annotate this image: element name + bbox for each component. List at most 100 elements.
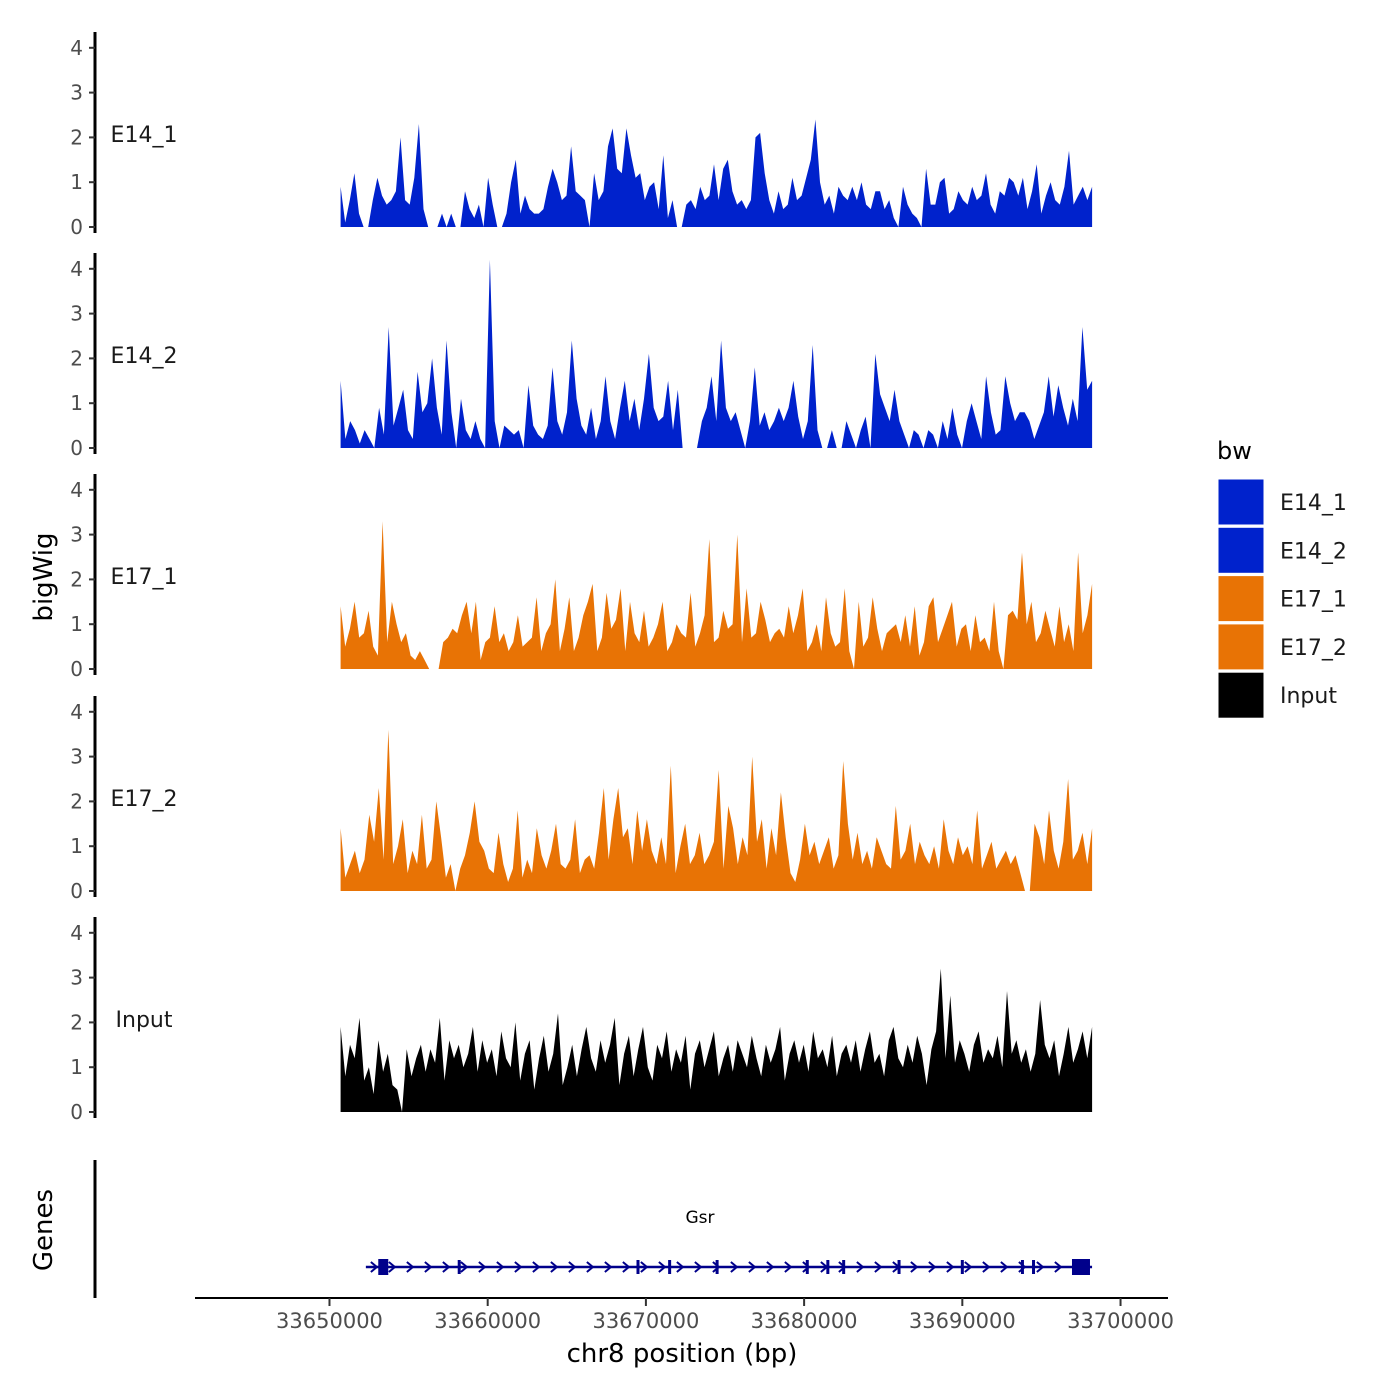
legend-swatch — [1217, 671, 1265, 719]
exon — [805, 1260, 809, 1274]
exon — [826, 1260, 830, 1274]
track-label: E17_1 — [111, 565, 178, 590]
y-tick-label: 0 — [70, 657, 83, 681]
y-tick-label: 3 — [70, 523, 83, 547]
genes-track-title: Genes — [29, 1189, 59, 1271]
strand-arrow — [640, 1261, 649, 1273]
legend-label: Input — [1280, 684, 1337, 709]
strand-arrow — [658, 1261, 667, 1273]
x-tick-label: 33690000 — [909, 1309, 1016, 1333]
strand-arrow — [568, 1261, 577, 1273]
exon — [1032, 1260, 1036, 1274]
track-e17_1: 0 1 2 3 4 E17_1 — [70, 474, 1093, 681]
strand-arrow — [946, 1261, 955, 1273]
legend-swatch — [1217, 623, 1265, 671]
y-tick-label: 3 — [70, 966, 83, 990]
y-tick-label: 4 — [70, 921, 83, 945]
legend-label: E14_1 — [1280, 491, 1347, 516]
y-tick-label: 1 — [70, 1055, 83, 1079]
strand-arrow — [370, 1261, 379, 1273]
y-tick-label: 3 — [70, 81, 83, 105]
strand-arrow — [910, 1261, 919, 1273]
legend-label: E14_2 — [1280, 539, 1347, 564]
y-tick-label: 1 — [70, 834, 83, 858]
legend-label: E17_1 — [1280, 588, 1347, 613]
strand-arrow — [1036, 1261, 1045, 1273]
strand-arrow — [748, 1261, 757, 1273]
y-tick-label: 4 — [70, 36, 83, 60]
exon — [1020, 1260, 1024, 1274]
y-tick-label: 0 — [70, 1100, 83, 1124]
y-tick-label: 0 — [70, 879, 83, 903]
strand-arrow — [874, 1261, 883, 1273]
gene-model-gsr — [365, 1259, 1093, 1275]
x-axis-title: chr8 position (bp) — [567, 1339, 798, 1369]
exon — [960, 1260, 964, 1274]
x-tick-label: 33660000 — [434, 1309, 541, 1333]
strand-arrow — [514, 1261, 523, 1273]
strand-arrow — [496, 1261, 505, 1273]
strand-arrow — [856, 1261, 865, 1273]
track-label: Input — [116, 1008, 173, 1033]
legend-label: E17_2 — [1280, 636, 1347, 661]
y-tick-label: 1 — [70, 612, 83, 636]
exon — [842, 1260, 846, 1274]
signal-area-input — [340, 968, 1093, 1112]
strand-arrow — [730, 1261, 739, 1273]
legend-swatch — [1217, 575, 1265, 623]
strand-arrow — [766, 1261, 775, 1273]
y-tick-label: 3 — [70, 302, 83, 326]
legend: bw E14_1 E14_2 E17_1 E17_2 Input — [1217, 437, 1347, 719]
y-tick-label: 0 — [70, 436, 83, 460]
strand-arrow — [964, 1261, 973, 1273]
x-tick-label: 33670000 — [592, 1309, 699, 1333]
strand-arrow — [550, 1261, 559, 1273]
signal-area-e17_2 — [340, 729, 1093, 891]
y-tick-label: 4 — [70, 257, 83, 281]
strand-arrow — [676, 1261, 685, 1273]
exon — [668, 1260, 672, 1274]
y-tick-label: 2 — [70, 1010, 83, 1034]
strand-arrow — [784, 1261, 793, 1273]
strand-arrow — [586, 1261, 595, 1273]
strand-arrow — [1018, 1261, 1027, 1273]
legend-swatch — [1217, 478, 1265, 526]
track-label: E17_2 — [111, 787, 178, 812]
signal-area-e17_1 — [340, 521, 1093, 669]
x-axis: 33650000 33660000 33670000 33680000 33690000… — [195, 1297, 1174, 1369]
exon — [715, 1260, 719, 1274]
strand-arrow — [694, 1261, 703, 1273]
strand-arrow — [1000, 1261, 1009, 1273]
track-input: 0 1 2 3 4 Input — [70, 917, 1093, 1124]
signal-area-e14_2 — [340, 259, 1093, 448]
y-tick-label: 1 — [70, 391, 83, 415]
exon — [1071, 1259, 1090, 1275]
track-e14_2: 0 1 2 3 4 E14_2 — [70, 253, 1093, 460]
strand-arrow — [478, 1261, 487, 1273]
genes-track: Genes Gsr — [29, 1160, 1093, 1298]
strand-arrow — [388, 1261, 397, 1273]
y-tick-label: 2 — [70, 125, 83, 149]
signal-tracks: 0 1 2 3 4 E14_1 0 1 2 3 4 E14_2 0 1 2 3 4 E17_1 0 1 2 3 4 E17_2… — [70, 32, 1093, 1124]
y-tick-label: 2 — [70, 567, 83, 591]
strand-arrow — [460, 1261, 469, 1273]
y-tick-label: 1 — [70, 170, 83, 194]
exon — [636, 1260, 640, 1274]
x-tick-label: 33680000 — [751, 1309, 858, 1333]
signal-area-e14_1 — [340, 119, 1093, 227]
exon — [897, 1260, 901, 1274]
track-label: E14_2 — [111, 344, 178, 369]
track-label: E14_1 — [111, 123, 178, 148]
track-e14_1: 0 1 2 3 4 E14_1 — [70, 32, 1093, 239]
exon — [457, 1260, 461, 1274]
y-tick-label: 3 — [70, 745, 83, 769]
y-tick-label: 4 — [70, 700, 83, 724]
strand-arrow — [442, 1261, 451, 1273]
strand-arrow — [406, 1261, 415, 1273]
strand-arrow — [928, 1261, 937, 1273]
strand-arrow — [424, 1261, 433, 1273]
strand-arrow — [604, 1261, 613, 1273]
legend-title: bw — [1217, 437, 1252, 465]
y-axis-title: bigWig — [29, 532, 59, 621]
y-tick-label: 0 — [70, 215, 83, 239]
